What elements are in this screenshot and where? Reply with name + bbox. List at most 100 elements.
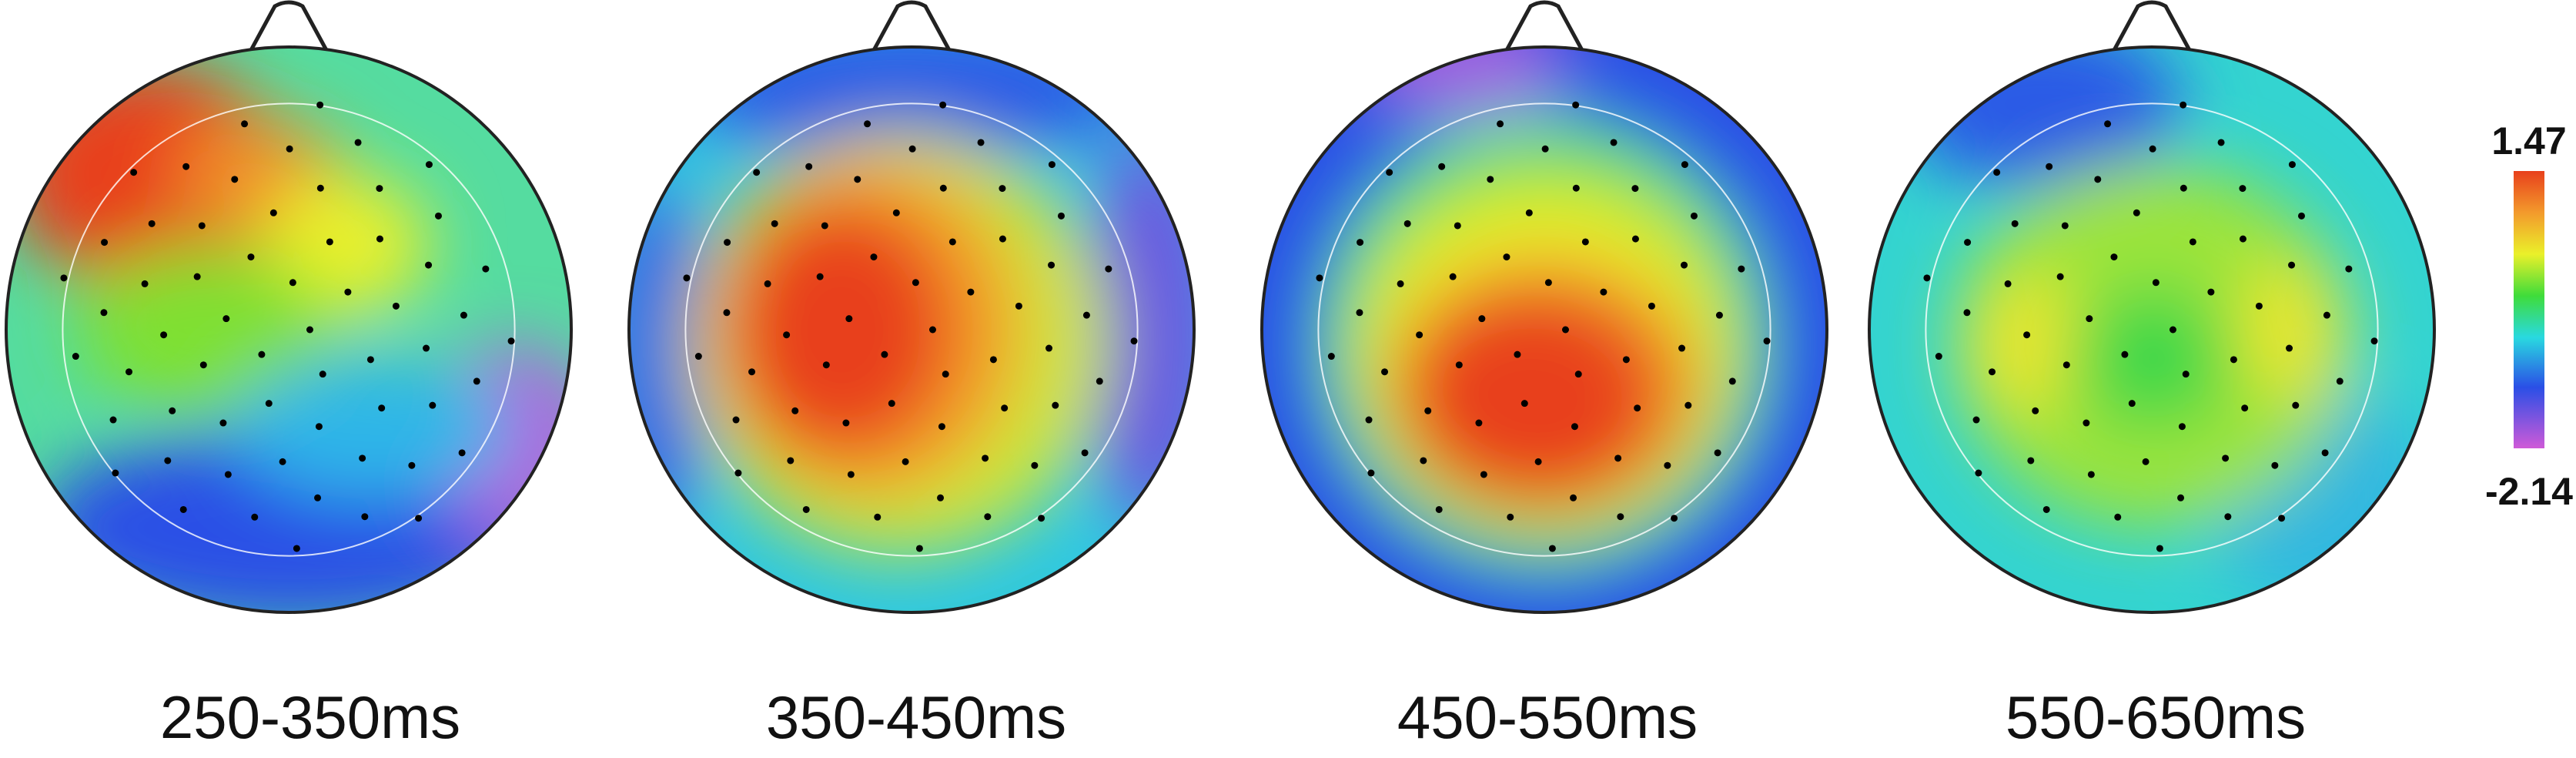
electrode: [100, 309, 108, 317]
electrode: [425, 161, 433, 169]
panel-label: 450-550ms: [1397, 683, 1698, 751]
electrode: [1420, 457, 1427, 465]
electrode: [881, 350, 888, 358]
electrode: [473, 377, 480, 385]
electrode: [164, 457, 172, 465]
electrode: [1684, 401, 1692, 409]
electrode: [392, 302, 400, 310]
electrode: [112, 469, 119, 477]
electrode: [315, 423, 323, 431]
electrode: [694, 353, 702, 361]
electrode: [1574, 371, 1582, 378]
electrode: [2149, 145, 2156, 153]
electrode: [888, 400, 895, 408]
nose: [248, 0, 330, 53]
electrode: [2255, 302, 2263, 310]
electrode: [408, 461, 416, 469]
topomaps: [5, 0, 2436, 614]
electrode: [1935, 353, 1942, 361]
electrode: [2094, 176, 2102, 183]
electrode: [319, 371, 326, 378]
electrode: [1478, 315, 1486, 323]
electrode: [1738, 265, 1745, 273]
electrode: [1548, 545, 1556, 552]
electrode: [2087, 471, 2095, 478]
electrode: [423, 344, 430, 352]
electrode: [289, 279, 296, 287]
electrode: [2182, 371, 2190, 378]
electrode: [1715, 311, 1723, 319]
electrode: [912, 279, 919, 287]
electrode: [2156, 545, 2163, 552]
electrode: [1631, 185, 1639, 193]
electrode: [1534, 458, 1542, 465]
electrode: [787, 457, 795, 465]
colorbar-max: 1.47: [2491, 119, 2566, 163]
electrode: [429, 401, 437, 409]
electrode: [967, 288, 975, 296]
electrode: [1435, 505, 1443, 513]
electrode: [2178, 423, 2186, 431]
electrode: [915, 545, 923, 552]
electrode: [1367, 469, 1375, 477]
electrode: [2297, 212, 2305, 220]
electrode: [842, 419, 850, 427]
electrode: [1052, 401, 1059, 409]
electrode: [366, 356, 374, 364]
electrode: [359, 454, 366, 462]
electrode: [2104, 120, 2112, 128]
head-outline: [627, 45, 1196, 614]
electrode: [2128, 400, 2136, 408]
electrode: [1357, 239, 1364, 247]
electrode: [458, 449, 466, 457]
electrode: [1600, 288, 1607, 296]
electrode: [2114, 513, 2122, 521]
electrode: [2027, 457, 2035, 465]
electrode: [258, 350, 266, 358]
head-outline: [5, 45, 573, 614]
electrode: [2062, 361, 2070, 369]
electrode: [1989, 368, 1996, 376]
electrode: [771, 220, 778, 227]
electrode: [1690, 212, 1698, 220]
electrode: [854, 176, 861, 183]
colorbar-min: -2.14: [2485, 470, 2573, 513]
electrode: [928, 326, 936, 334]
electrode: [199, 361, 207, 369]
electrode: [1923, 274, 1931, 282]
electrode: [60, 274, 68, 282]
electrode: [2217, 139, 2225, 146]
electrode: [460, 311, 467, 319]
electrode: [1048, 161, 1055, 169]
electrode: [247, 253, 255, 261]
electrode: [1617, 513, 1624, 521]
electrode: [939, 101, 947, 109]
electrode: [753, 169, 761, 176]
electrode: [169, 407, 176, 414]
electrode: [265, 400, 273, 408]
inner-ring: [684, 102, 1139, 557]
electrode: [1031, 461, 1039, 469]
electrode: [1316, 274, 1323, 282]
electrode: [1964, 239, 1972, 247]
electrode: [1397, 280, 1404, 287]
electrode: [2133, 209, 2140, 216]
map-blobs: [629, 47, 1194, 556]
electrode: [1449, 273, 1457, 280]
inner-ring: [62, 102, 516, 557]
electrode: [1634, 404, 1641, 412]
electrode: [2032, 407, 2039, 414]
electrode: [2056, 273, 2064, 280]
electrode: [378, 404, 386, 412]
electrode: [989, 356, 997, 364]
electrode: [72, 353, 79, 361]
electrode: [2046, 163, 2053, 170]
electrode: [1561, 326, 1569, 334]
electrode: [847, 471, 855, 478]
electrode: [1571, 423, 1578, 431]
electrode: [937, 494, 945, 501]
map-blob: [76, 244, 332, 415]
electrode: [1356, 309, 1363, 317]
electrode: [2323, 311, 2330, 319]
electrode: [109, 416, 117, 424]
